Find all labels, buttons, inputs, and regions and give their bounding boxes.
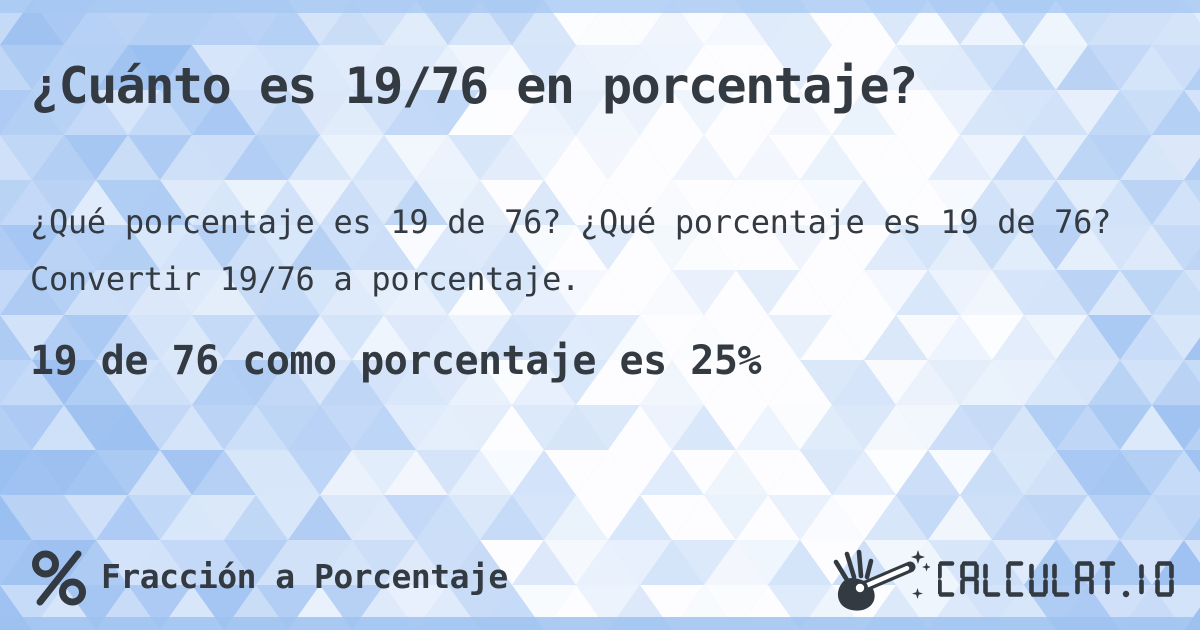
calculatio-logo-text <box>938 561 1174 598</box>
category-label: Fracción a Porcentaje <box>101 556 508 596</box>
page-title: ¿Cuánto es 19/76 en porcentaje? <box>30 56 918 115</box>
description-text: ¿Qué porcentaje es 19 de 76? ¿Qué porcen… <box>30 203 1112 298</box>
answer-text: 19 de 76 como porcentaje es 25% <box>30 338 762 384</box>
category-badge: Fracción a Porcentaje <box>30 548 508 608</box>
hand-magic-wand-icon <box>833 549 930 611</box>
calculatio-logo <box>830 546 1174 614</box>
percent-icon <box>32 550 86 606</box>
